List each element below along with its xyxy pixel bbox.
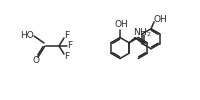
Text: F: F bbox=[64, 30, 69, 40]
Text: F: F bbox=[64, 52, 69, 61]
Text: F: F bbox=[67, 42, 73, 50]
Text: OH: OH bbox=[153, 15, 167, 24]
Text: HO: HO bbox=[20, 30, 34, 40]
Text: OH: OH bbox=[114, 20, 128, 29]
Text: NH$_2$: NH$_2$ bbox=[133, 26, 151, 39]
Text: O: O bbox=[32, 56, 40, 65]
